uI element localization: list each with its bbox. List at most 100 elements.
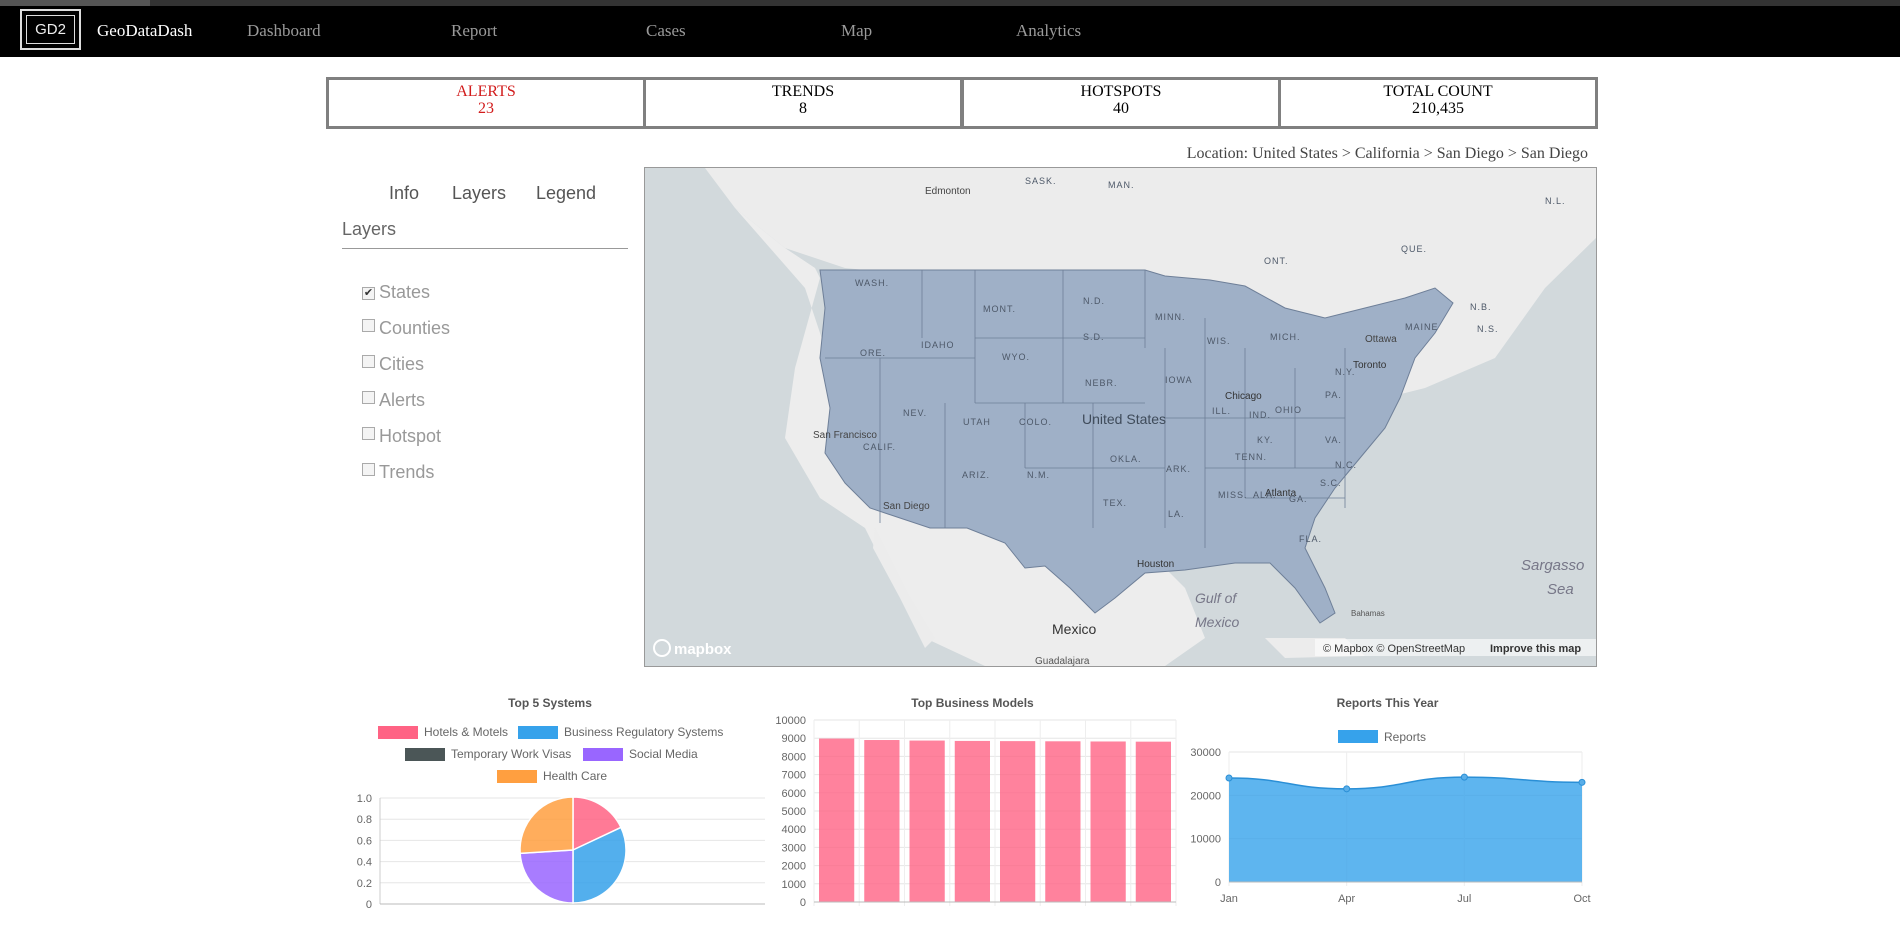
stat-label: TRENDS bbox=[771, 83, 835, 100]
legend-label: Hotels & Motels bbox=[424, 725, 508, 739]
layer-item-counties[interactable]: Counties bbox=[362, 318, 450, 339]
bar bbox=[819, 738, 855, 902]
region-label: TEX. bbox=[1103, 498, 1127, 508]
region-label: ILL. bbox=[1212, 406, 1231, 416]
bar-chart[interactable]: 1000090008000700060005000400030002000100… bbox=[770, 710, 1182, 910]
mapbox-logo-text: mapbox bbox=[674, 641, 732, 658]
layer-checkbox[interactable] bbox=[362, 427, 375, 440]
region-label: NEBR. bbox=[1085, 378, 1118, 388]
legend-swatch bbox=[583, 748, 623, 761]
stat-value: 210,435 bbox=[1412, 100, 1464, 117]
layer-item-hotspot[interactable]: Hotspot bbox=[362, 426, 441, 447]
layer-checkbox[interactable] bbox=[362, 463, 375, 476]
improve-map-link[interactable]: Improve this map bbox=[1490, 643, 1581, 655]
bar bbox=[1045, 741, 1081, 902]
area-chart-title: Reports This Year bbox=[1336, 696, 1439, 710]
legend-label: Reports bbox=[1384, 730, 1426, 744]
tab-layers[interactable]: Layers bbox=[452, 183, 507, 203]
layer-item-cities[interactable]: Cities bbox=[362, 354, 424, 375]
map[interactable]: Edmonton San Francisco San Diego Chicago… bbox=[644, 167, 1597, 667]
layer-checkbox[interactable]: ✔ bbox=[362, 287, 375, 300]
bar bbox=[954, 740, 990, 902]
region-labels: SASK. MAN. ONT. QUE. N.L. WASH. MONT. N.D. MINN.… bbox=[855, 176, 1566, 544]
legend-swatch bbox=[378, 726, 418, 739]
brand-name[interactable]: GeoDataDash bbox=[97, 21, 193, 40]
stat-alerts[interactable]: ALERTS 23 bbox=[326, 77, 646, 129]
area-chart[interactable]: Reports 30000 20000 10000 0 Jan Apr Jul Oct bbox=[1185, 720, 1595, 910]
tab-info[interactable]: Info bbox=[389, 183, 420, 203]
region-label: KY. bbox=[1257, 435, 1273, 445]
pie-chart[interactable]: Hotels & Motels Business Regulatory Syste… bbox=[340, 720, 770, 910]
tick-label: 0 bbox=[1215, 877, 1221, 889]
region-label: GA. bbox=[1289, 494, 1308, 504]
region-label: MONT. bbox=[983, 304, 1016, 314]
sargasso-label-2: Sea bbox=[1547, 581, 1574, 598]
city-label: Toronto bbox=[1353, 360, 1387, 371]
nav-map[interactable]: Map bbox=[841, 21, 873, 40]
tick-label: 1000 bbox=[782, 879, 806, 891]
region-label: IND. bbox=[1249, 410, 1271, 420]
city-label: Houston bbox=[1137, 559, 1174, 570]
stat-total-count[interactable]: TOTAL COUNT 210,435 bbox=[1278, 77, 1598, 129]
region-label: OHIO bbox=[1275, 405, 1302, 415]
layer-checkbox[interactable] bbox=[362, 319, 375, 332]
legend-swatch bbox=[497, 770, 537, 783]
bar bbox=[864, 740, 900, 902]
layer-item-alerts[interactable]: Alerts bbox=[362, 390, 425, 411]
region-label: MINN. bbox=[1155, 312, 1186, 322]
layer-label: Counties bbox=[379, 318, 451, 338]
legend-label: Social Media bbox=[629, 747, 698, 761]
city-label: Chicago bbox=[1225, 391, 1262, 402]
layer-label: States bbox=[379, 282, 431, 302]
tick-label: 0.6 bbox=[357, 835, 372, 847]
pie-chart-title: Top 5 Systems bbox=[508, 696, 592, 710]
tick-label: 2000 bbox=[782, 861, 806, 873]
mapbox-logo[interactable]: mapbox bbox=[653, 639, 732, 658]
region-label: UTAH bbox=[963, 417, 991, 427]
stat-trends[interactable]: TRENDS 8 bbox=[643, 77, 963, 129]
region-label: ARIZ. bbox=[962, 470, 990, 480]
country-label: United States bbox=[1082, 411, 1166, 427]
tick-label: 20000 bbox=[1190, 790, 1221, 802]
region-label: WASH. bbox=[855, 278, 889, 288]
region-label: N.D. bbox=[1083, 296, 1105, 306]
region-label: N.L. bbox=[1545, 196, 1566, 206]
layer-checkbox[interactable] bbox=[362, 391, 375, 404]
layer-item-states[interactable]: ✔ States bbox=[362, 282, 430, 303]
region-label: WIS. bbox=[1207, 336, 1231, 346]
tick-label: 0.8 bbox=[357, 814, 372, 826]
legend-label: Health Care bbox=[543, 769, 607, 783]
tick-label: 1.0 bbox=[357, 793, 372, 805]
data-point bbox=[1225, 774, 1233, 782]
region-label: ALA. bbox=[1253, 490, 1277, 500]
region-label: MICH. bbox=[1270, 332, 1301, 342]
nav-report[interactable]: Report bbox=[451, 21, 498, 40]
city-label: Atlanta bbox=[1265, 488, 1297, 499]
layer-item-trends[interactable]: Trends bbox=[362, 462, 434, 483]
us-states-layer[interactable] bbox=[819, 269, 1454, 624]
x-tick-label: Jan bbox=[1220, 893, 1238, 905]
area-fill bbox=[1229, 777, 1582, 882]
top-strip-segment bbox=[0, 0, 150, 6]
layer-label: Hotspot bbox=[379, 426, 442, 446]
nav-cases[interactable]: Cases bbox=[646, 21, 686, 40]
region-label: MISS. bbox=[1218, 490, 1248, 500]
navbar: GD2 GeoDataDash Dashboard Report Cases M… bbox=[0, 6, 1900, 57]
tick-label: 0.4 bbox=[357, 857, 372, 869]
map-attribution[interactable]: © Mapbox © OpenStreetMap bbox=[1323, 643, 1465, 655]
legend-swatch bbox=[405, 748, 445, 761]
logo[interactable]: GD2 bbox=[20, 9, 81, 50]
tick-label: 0.2 bbox=[357, 878, 372, 890]
layer-checkbox[interactable] bbox=[362, 355, 375, 368]
data-point bbox=[1343, 785, 1351, 793]
tick-label: 30000 bbox=[1190, 747, 1221, 759]
region-label: CALIF. bbox=[863, 442, 896, 452]
nav-dashboard[interactable]: Dashboard bbox=[247, 21, 321, 40]
nav-analytics[interactable]: Analytics bbox=[1016, 21, 1082, 40]
region-label: MAN. bbox=[1108, 180, 1135, 190]
stat-value: 8 bbox=[799, 100, 807, 117]
layer-label: Cities bbox=[379, 354, 425, 374]
stat-hotspots[interactable]: HOTSPOTS 40 bbox=[961, 77, 1281, 129]
tab-legend[interactable]: Legend bbox=[536, 183, 597, 203]
map-canvas[interactable]: Edmonton San Francisco San Diego Chicago… bbox=[645, 168, 1596, 666]
